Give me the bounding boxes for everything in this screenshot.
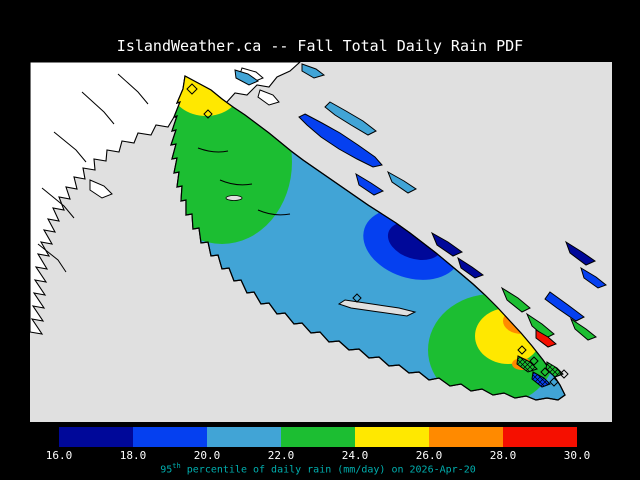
caption-text: percentile of daily rain (mm/day) on 202… bbox=[180, 464, 476, 476]
diamond-marker bbox=[186, 83, 198, 95]
hatched-islets bbox=[516, 355, 564, 388]
diamond-marker bbox=[352, 293, 362, 303]
strait-island-upper-teal bbox=[324, 101, 377, 136]
colorbar-tick-label: 22.0 bbox=[267, 449, 295, 462]
strait-islet-navy-1 bbox=[430, 231, 464, 257]
se-islet-red bbox=[535, 329, 557, 348]
gulf-islet-green-3 bbox=[569, 317, 597, 341]
caption-number: 95 bbox=[160, 464, 173, 476]
colorbar-tick-label: 30.0 bbox=[563, 449, 591, 462]
colorbar-tick-label: 18.0 bbox=[119, 449, 147, 462]
diamond-marker bbox=[559, 369, 569, 379]
strait-islet-navy-2 bbox=[457, 256, 485, 279]
hatch-overlay-2 bbox=[532, 372, 550, 387]
diamond-marker bbox=[203, 109, 213, 119]
colorbar-segment-20-22 bbox=[207, 427, 281, 447]
colorbar-tick-label: 20.0 bbox=[193, 449, 221, 462]
colorbar-segment-18-20 bbox=[133, 427, 207, 447]
gulf-island-blue bbox=[544, 291, 585, 322]
caption-ordinal: th bbox=[172, 462, 181, 470]
strait-islet-top-2 bbox=[301, 63, 326, 79]
diamond-marker bbox=[517, 345, 527, 355]
colorbar-tick-label: 28.0 bbox=[489, 449, 517, 462]
hatch-overlay-3 bbox=[546, 362, 563, 377]
colorbar-tick-label: 26.0 bbox=[415, 449, 443, 462]
strait-islet-top-1 bbox=[234, 69, 260, 86]
island-lake-long bbox=[337, 299, 417, 317]
island-rivers bbox=[197, 147, 291, 216]
figure-title: IslandWeather.ca -- Fall Total Daily Rai… bbox=[116, 37, 524, 55]
colorbar-segment-16-18 bbox=[59, 427, 133, 447]
colorbar-segment-28-30 bbox=[503, 427, 577, 447]
colorbar-ticks: 16.0 18.0 20.0 22.0 24.0 26.0 28.0 30.0 bbox=[0, 449, 640, 462]
east-edge-islet-blue bbox=[580, 266, 607, 289]
station-markers bbox=[186, 83, 569, 387]
colorbar-tick-label: 24.0 bbox=[341, 449, 369, 462]
hatch-overlay-1 bbox=[517, 356, 537, 372]
mainland-fjord-lines bbox=[37, 73, 149, 273]
colorbar-segment-22-24 bbox=[281, 427, 355, 447]
colorbar-tick-label: 16.0 bbox=[45, 449, 73, 462]
gulf-islet-green-2 bbox=[525, 312, 555, 339]
white-islet-3 bbox=[89, 179, 113, 199]
diamond-marker bbox=[529, 356, 539, 366]
island-lake-small bbox=[225, 195, 243, 201]
diamond-marker bbox=[549, 377, 559, 387]
strait-islet-mid-blue bbox=[355, 172, 385, 196]
east-edge-islet-navy bbox=[565, 240, 597, 266]
colorbar bbox=[59, 427, 577, 447]
white-islet-2 bbox=[257, 89, 280, 106]
colorbar-segment-24-26 bbox=[355, 427, 429, 447]
map-canvas bbox=[30, 62, 612, 422]
strait-island-long-blue bbox=[298, 113, 383, 168]
gulf-islet-green-1 bbox=[500, 286, 531, 313]
strait-islet-mid-teal bbox=[387, 170, 417, 194]
colorbar-caption: 95th percentile of daily rain (mm/day) o… bbox=[59, 462, 577, 475]
colorbar-segment-26-28 bbox=[429, 427, 503, 447]
diamond-marker bbox=[540, 367, 550, 377]
